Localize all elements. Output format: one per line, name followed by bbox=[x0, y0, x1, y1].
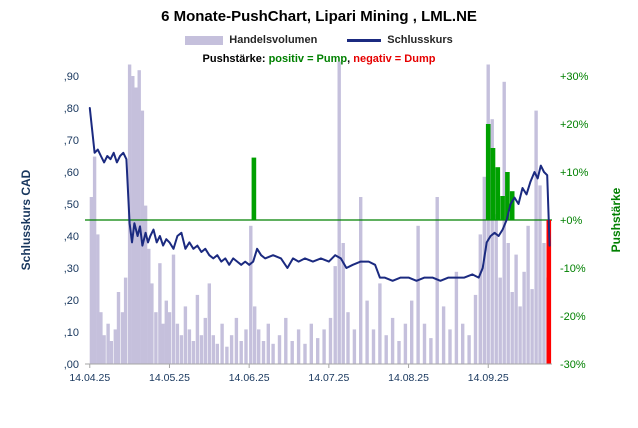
svg-text:14.08.25: 14.08.25 bbox=[388, 372, 429, 384]
right-tick-labels: +30% +20% +10% +0% -10% -20% -30% bbox=[560, 71, 589, 371]
svg-text:+0%: +0% bbox=[560, 215, 583, 227]
x-axis: 14.04.25 14.05.25 14.06.25 14.07.25 14.08.25… bbox=[69, 363, 552, 384]
svg-text:,70: ,70 bbox=[64, 135, 79, 147]
svg-text:,80: ,80 bbox=[64, 103, 79, 115]
legend-item-price: Schlusskurs bbox=[347, 34, 453, 46]
volume-legend-label: Handelsvolumen bbox=[229, 34, 318, 46]
svg-text:14.06.25: 14.06.25 bbox=[229, 372, 270, 384]
price-line bbox=[88, 107, 551, 282]
push-legend: Pushstärke: positiv = Pump, negativ = Du… bbox=[0, 53, 638, 65]
svg-text:,30: ,30 bbox=[64, 263, 79, 275]
svg-text:+30%: +30% bbox=[560, 71, 589, 83]
svg-text:,20: ,20 bbox=[64, 295, 79, 307]
svg-text:+20%: +20% bbox=[560, 119, 589, 131]
svg-text:-10%: -10% bbox=[560, 263, 586, 275]
svg-text:14.09.25: 14.09.25 bbox=[468, 372, 509, 384]
svg-text:+10%: +10% bbox=[560, 167, 589, 179]
svg-text:,60: ,60 bbox=[64, 167, 79, 179]
svg-text:,90: ,90 bbox=[64, 71, 79, 83]
svg-text:14.07.25: 14.07.25 bbox=[308, 372, 349, 384]
svg-text:14.04.25: 14.04.25 bbox=[69, 372, 110, 384]
svg-text:,00: ,00 bbox=[64, 359, 79, 371]
volume-swatch-icon bbox=[185, 35, 224, 45]
svg-text:,10: ,10 bbox=[64, 327, 79, 339]
left-tick-labels: ,90 ,80 ,70 ,60 ,50 ,40 ,30 ,20 ,10 ,00 bbox=[64, 71, 79, 371]
svg-text:14.05.25: 14.05.25 bbox=[149, 372, 190, 384]
price-legend-label: Schlusskurs bbox=[387, 34, 453, 46]
price-line-swatch-icon bbox=[347, 38, 382, 42]
svg-text:-30%: -30% bbox=[560, 359, 586, 371]
chart-title: 6 Monate-PushChart, Lipari Mining , LML.… bbox=[161, 8, 477, 25]
svg-text:-20%: -20% bbox=[560, 311, 586, 323]
legend: Handelsvolumen Schlusskurs bbox=[0, 34, 638, 46]
legend-item-volume: Handelsvolumen bbox=[185, 34, 317, 46]
svg-text:,40: ,40 bbox=[64, 231, 79, 243]
push-legend-separator: , bbox=[347, 53, 354, 65]
push-legend-negative: negativ = Dump bbox=[353, 53, 436, 65]
svg-text:,50: ,50 bbox=[64, 199, 79, 211]
push-legend-positive: positiv = Pump bbox=[268, 53, 348, 65]
push-legend-prefix: Pushstärke: bbox=[202, 53, 269, 65]
push-bars bbox=[251, 124, 552, 364]
volume-bars bbox=[89, 61, 550, 365]
